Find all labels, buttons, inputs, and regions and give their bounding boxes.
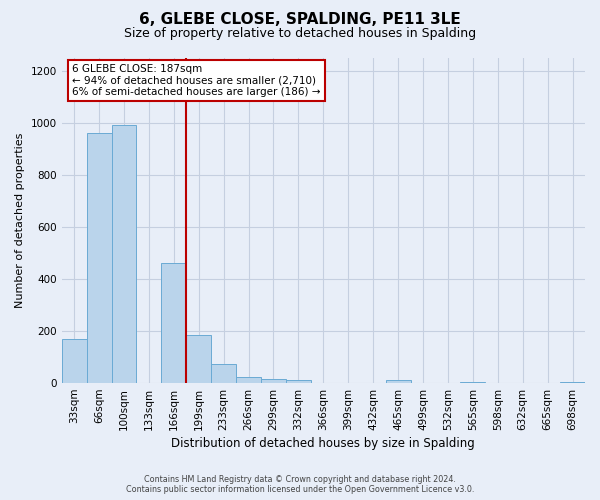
X-axis label: Distribution of detached houses by size in Spalding: Distribution of detached houses by size … xyxy=(172,437,475,450)
Bar xyxy=(286,380,311,383)
Y-axis label: Number of detached properties: Number of detached properties xyxy=(15,132,25,308)
Bar xyxy=(560,382,585,383)
Bar xyxy=(460,382,485,383)
Bar xyxy=(386,380,410,383)
Text: Contains HM Land Registry data © Crown copyright and database right 2024.
Contai: Contains HM Land Registry data © Crown c… xyxy=(126,474,474,494)
Bar xyxy=(62,339,86,383)
Bar xyxy=(161,264,186,383)
Bar xyxy=(211,364,236,383)
Text: 6 GLEBE CLOSE: 187sqm
← 94% of detached houses are smaller (2,710)
6% of semi-de: 6 GLEBE CLOSE: 187sqm ← 94% of detached … xyxy=(72,64,320,97)
Bar xyxy=(86,133,112,383)
Text: Size of property relative to detached houses in Spalding: Size of property relative to detached ho… xyxy=(124,28,476,40)
Bar xyxy=(112,125,136,383)
Bar xyxy=(261,379,286,383)
Bar xyxy=(186,335,211,383)
Text: 6, GLEBE CLOSE, SPALDING, PE11 3LE: 6, GLEBE CLOSE, SPALDING, PE11 3LE xyxy=(139,12,461,28)
Bar xyxy=(236,376,261,383)
